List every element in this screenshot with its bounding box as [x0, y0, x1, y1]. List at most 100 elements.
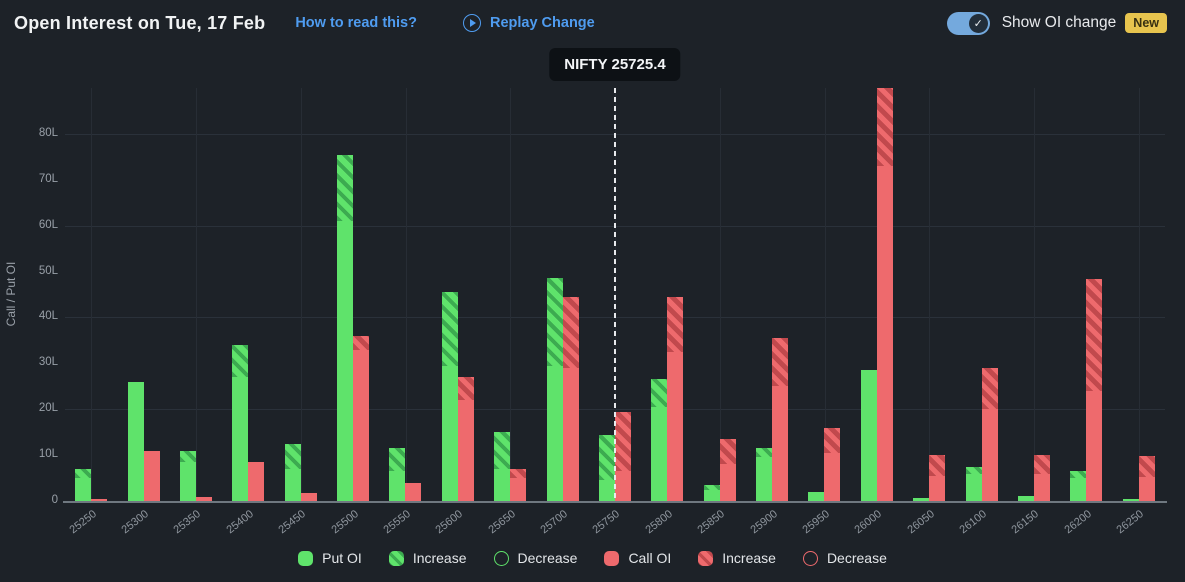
put-bar-25900[interactable]	[756, 448, 773, 501]
call-oi-swatch-icon	[604, 550, 620, 566]
play-circle-icon	[462, 14, 481, 32]
call-increase-swatch-icon	[698, 550, 714, 566]
legend-item-put-oi[interactable]: Put OI	[298, 550, 362, 566]
call-bar-26200[interactable]	[1086, 278, 1103, 501]
strike-group-25950[interactable]	[798, 88, 850, 501]
x-axis-label-25600: 25600	[433, 508, 466, 537]
strike-group-25600[interactable]	[432, 88, 484, 501]
put-increase-swatch-icon	[388, 550, 404, 566]
strike-group-25350[interactable]	[170, 88, 222, 501]
call-bar-25600[interactable]	[457, 377, 474, 501]
put-bar-25550[interactable]	[389, 448, 406, 501]
put-bar-25650[interactable]	[494, 432, 511, 501]
call-bar-26150[interactable]	[1034, 455, 1051, 501]
put-bar-26000[interactable]	[860, 370, 877, 501]
strike-group-25700[interactable]	[536, 88, 588, 501]
put-bar-26200[interactable]	[1070, 471, 1087, 501]
legend-item-put-increase[interactable]: Increase	[388, 550, 467, 566]
nifty-spot-tooltip: NIFTY 25725.4	[549, 48, 681, 81]
legend-item-call-oi[interactable]: Call OI	[604, 550, 671, 566]
put-bar-25800[interactable]	[651, 379, 668, 501]
strike-group-26250[interactable]	[1113, 88, 1165, 501]
call-bar-25250[interactable]	[91, 498, 108, 501]
put-bar-26100[interactable]	[965, 466, 982, 501]
call-decrease-swatch-icon	[802, 550, 818, 566]
y-axis-tick-label: 60L	[38, 218, 58, 231]
call-bar-25350[interactable]	[195, 497, 212, 501]
how-to-read-link[interactable]: How to read this?	[295, 15, 417, 31]
strike-group-25650[interactable]	[484, 88, 536, 501]
y-axis-tick-label: 20L	[38, 402, 58, 415]
call-bar-25700[interactable]	[562, 296, 579, 501]
call-bar-25800[interactable]	[667, 296, 684, 501]
strike-group-25450[interactable]	[275, 88, 327, 501]
call-bar-26000[interactable]	[876, 88, 893, 501]
strike-group-25400[interactable]	[222, 88, 274, 501]
put-bar-25250[interactable]	[75, 468, 92, 501]
strike-group-25300[interactable]	[117, 88, 169, 501]
x-axis-label-25900: 25900	[748, 508, 780, 537]
put-bar-26250[interactable]	[1122, 498, 1139, 501]
strike-group-26100[interactable]	[956, 88, 1008, 501]
strike-group-25750[interactable]	[589, 88, 641, 501]
call-bar-25550[interactable]	[405, 482, 422, 501]
y-axis-tick-label: 30L	[38, 356, 58, 369]
replay-change-button[interactable]: Replay Change	[462, 14, 595, 32]
strike-group-26000[interactable]	[851, 88, 903, 501]
put-bar-25600[interactable]	[441, 292, 458, 501]
call-bar-25300[interactable]	[143, 450, 160, 501]
call-bar-26050[interactable]	[929, 455, 946, 501]
strike-group-26200[interactable]	[1060, 88, 1112, 501]
put-bar-25450[interactable]	[284, 443, 301, 501]
legend-item-call-increase[interactable]: Increase	[698, 550, 776, 566]
strike-group-25550[interactable]	[379, 88, 431, 501]
strike-group-25900[interactable]	[746, 88, 798, 501]
put-bar-25700[interactable]	[546, 278, 563, 501]
x-axis-label-26150: 26150	[1009, 508, 1042, 537]
put-bar-25400[interactable]	[232, 345, 249, 501]
x-axis-label-25950: 25950	[800, 508, 832, 537]
x-axis-label-25250: 25250	[67, 508, 99, 537]
call-bar-25950[interactable]	[824, 427, 841, 501]
chart-legend: Put OI Increase Decrease Call OI Increas…	[0, 550, 1185, 566]
x-axis-label-25700: 25700	[538, 508, 570, 537]
call-bar-26250[interactable]	[1138, 456, 1155, 501]
replay-change-label: Replay Change	[489, 15, 595, 31]
y-axis-title: Call / Put OI	[4, 261, 18, 327]
x-axis-label-25450: 25450	[276, 508, 309, 537]
strike-group-25850[interactable]	[694, 88, 746, 501]
y-axis-tick-label: 70L	[38, 172, 58, 185]
y-axis-tick-label: 50L	[38, 264, 58, 277]
put-bar-25300[interactable]	[127, 381, 144, 501]
legend-item-call-decrease[interactable]: Decrease	[802, 550, 887, 566]
put-bar-25950[interactable]	[808, 491, 825, 501]
call-bar-25750[interactable]	[614, 411, 631, 501]
strike-group-26050[interactable]	[903, 88, 955, 501]
show-oi-change-label: Show OI change	[1001, 14, 1117, 31]
put-bar-26050[interactable]	[913, 497, 930, 501]
call-bar-26100[interactable]	[981, 367, 998, 501]
put-bar-25750[interactable]	[598, 434, 615, 501]
strike-group-25250[interactable]	[65, 88, 117, 501]
strike-group-25500[interactable]	[327, 88, 379, 501]
legend-item-put-decrease[interactable]: Decrease	[493, 550, 577, 566]
put-bar-25350[interactable]	[179, 450, 196, 501]
gridline	[405, 88, 407, 501]
put-bar-26150[interactable]	[1018, 496, 1035, 501]
show-oi-change-toggle[interactable]: ✓	[946, 11, 990, 35]
call-bar-25400[interactable]	[248, 462, 265, 501]
y-axis-tick-label: 80L	[38, 126, 58, 139]
gridline	[824, 88, 826, 501]
call-bar-25450[interactable]	[300, 492, 317, 501]
gridline	[300, 88, 302, 501]
strike-group-25800[interactable]	[641, 88, 693, 501]
put-bar-25500[interactable]	[337, 154, 354, 501]
call-bar-25900[interactable]	[772, 338, 789, 501]
strike-group-26150[interactable]	[1008, 88, 1060, 501]
x-axis-label-26050: 26050	[905, 508, 937, 537]
call-bar-25500[interactable]	[353, 335, 370, 501]
put-bar-25850[interactable]	[703, 484, 720, 501]
call-bar-25850[interactable]	[719, 439, 736, 501]
call-bar-25650[interactable]	[510, 468, 527, 501]
